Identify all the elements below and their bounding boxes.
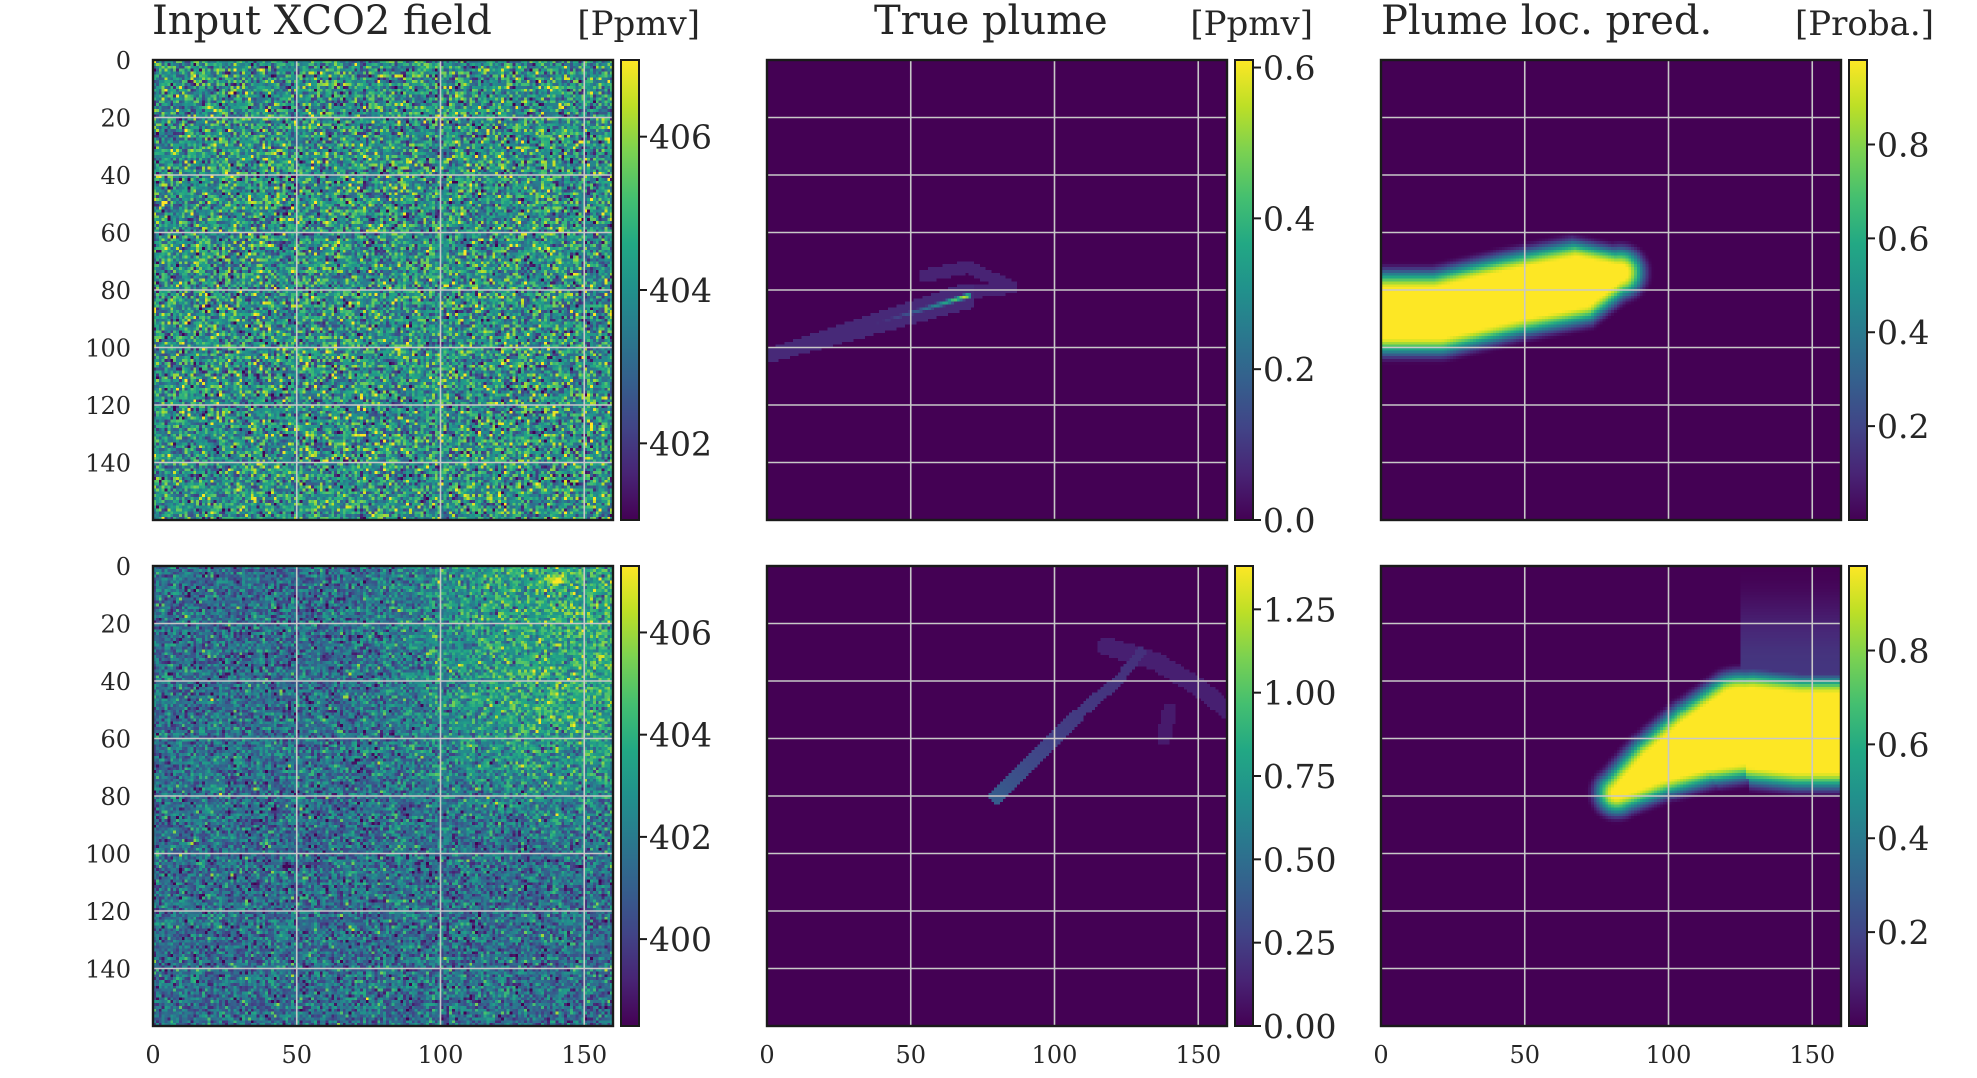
y-tick-label: 60 [100,726,131,754]
colorbar-frame [1848,565,1868,1027]
y-tick-label: 80 [100,783,131,811]
y-tick-label: 20 [100,611,131,639]
column-unit-prediction: [Proba.] [1795,4,1934,44]
panel-r1-c3: 0.2 0.4 0.6 0.8 [1379,58,1929,522]
colorbar: 400 402 404 406 [620,565,712,1027]
x-tick-label: 50 [281,1041,312,1069]
axes-frame [765,564,1229,1028]
x-tick-label: 0 [759,1041,774,1069]
column-unit-true-plume: [Ppmv] [1190,4,1313,44]
y-tick-label: 40 [100,162,131,190]
y-tick-label: 0 [116,47,131,75]
colorbar-tick-label: 406 [649,118,712,157]
colorbar-tick-label: 1.25 [1263,590,1336,629]
colorbar: 0.2 0.4 0.6 0.8 [1848,565,1929,1027]
y-tick-label: 140 [85,450,131,478]
colorbar-gradient [621,566,639,1026]
colorbar-tick-label: 402 [649,424,712,463]
colorbar-tick-label: 0.6 [1877,219,1929,258]
x-tick-label: 100 [418,1041,464,1069]
x-tick-label: 150 [561,1041,607,1069]
y-tick-label: 60 [100,220,131,248]
colorbar-tick-label: 0.00 [1263,1007,1336,1046]
colorbar-tick-label: 0.6 [1877,725,1929,764]
x-tick-label: 0 [1373,1041,1388,1069]
colorbar-gradient [1849,60,1867,520]
axes-frame [151,564,615,1028]
y-tick-label: 80 [100,277,131,305]
colorbar-tick-label: 0.50 [1263,840,1336,879]
colorbar-tick-label: 404 [649,716,712,755]
panel-r2-c3: 0 50 100 150 0.2 0.4 0.6 0.8 [1373,564,1929,1069]
colorbar-tick-label: 0.4 [1877,313,1929,352]
x-tick-label: 50 [895,1041,926,1069]
axes-frame [1379,58,1843,522]
colorbar-frame [1234,565,1254,1027]
colorbar: 402 404 406 [620,59,712,521]
x-tick-label: 150 [1789,1041,1835,1069]
colorbar-tick-label: 404 [649,271,712,310]
colorbar-gradient [1235,60,1253,520]
column-title-input: Input XCO2 field [152,0,492,44]
colorbar-frame [1234,59,1254,521]
panels-layer: 0204060801001201404024044060.00.20.40.60… [85,47,1929,1069]
column-title-true-plume: True plume [874,0,1108,44]
colorbar-tick-label: 400 [649,920,712,959]
colorbar-gradient [1849,566,1867,1026]
axes-frame [765,58,1229,522]
column-unit-input: [Ppmv] [577,4,700,44]
column-title-prediction: Plume loc. pred. [1381,0,1712,44]
y-tick-label: 20 [100,105,131,133]
y-tick-label: 140 [85,956,131,984]
x-tick-label: 0 [145,1041,160,1069]
colorbar-gradient [1235,566,1253,1026]
y-tick-label: 120 [85,898,131,926]
colorbar-tick-label: 0.2 [1877,913,1929,952]
panel-r1-c2: 0.0 0.2 0.4 0.6 [765,49,1315,540]
colorbar: 0.2 0.4 0.6 0.8 [1848,59,1929,521]
y-tick-label: 100 [85,335,131,363]
x-tick-label: 100 [1646,1041,1692,1069]
colorbar-tick-label: 0.6 [1263,49,1315,88]
x-tick-label: 150 [1175,1041,1221,1069]
colorbar-tick-label: 0.4 [1877,819,1929,858]
panel-r2-c2: 0 50 100 150 0.00 0.25 0.50 0.75 1.00 1.25 [759,564,1336,1069]
colorbar-tick-label: 0.8 [1877,125,1929,164]
axes-frame [1379,564,1843,1028]
y-tick-label: 120 [85,392,131,420]
y-tick-label: 0 [116,553,131,581]
panel-r1-c1: 0 20 40 60 80 100 120 140 402 404 406 [85,47,712,522]
colorbar-tick-label: 1.00 [1263,674,1336,713]
colorbar-tick-label: 0.75 [1263,757,1336,796]
colorbar-frame [620,565,640,1027]
colorbar-tick-label: 0.25 [1263,924,1336,963]
colorbar-tick-label: 0.4 [1263,199,1315,238]
colorbar: 0.0 0.2 0.4 0.6 [1234,49,1315,540]
colorbar-gradient [621,60,639,520]
colorbar-tick-label: 0.8 [1877,631,1929,670]
colorbar-frame [1848,59,1868,521]
colorbar: 0.00 0.25 0.50 0.75 1.00 1.25 [1234,565,1336,1046]
panel-r2-c1: 0 20 40 60 80 100 120 140 0 50 100 150 400 402 404 406 [85,553,712,1069]
y-tick-label: 100 [85,841,131,869]
colorbar-tick-label: 0.2 [1877,407,1929,446]
x-tick-label: 50 [1509,1041,1540,1069]
axes-frame [151,58,615,522]
colorbar-tick-label: 0.2 [1263,350,1315,389]
x-tick-label: 100 [1032,1041,1078,1069]
y-tick-label: 40 [100,668,131,696]
colorbar-tick-label: 0.0 [1263,501,1315,540]
colorbar-tick-label: 402 [649,818,712,857]
colorbar-tick-label: 406 [649,613,712,652]
